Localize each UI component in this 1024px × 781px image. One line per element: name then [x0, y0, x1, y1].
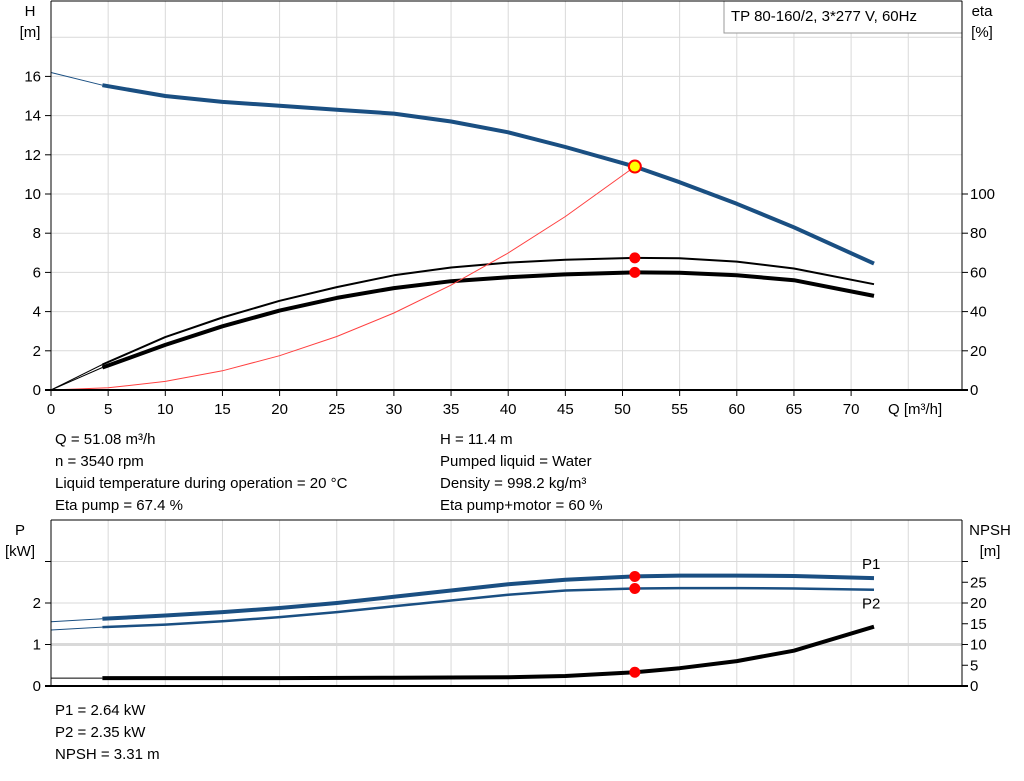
- y2-tick-label: 0: [970, 678, 978, 695]
- series-p2-extension: [50, 626, 103, 631]
- duty-point-eta-pump-motor: [629, 266, 641, 278]
- y-tick-label: 4: [33, 304, 41, 321]
- info-head: H = 11.4 m: [440, 431, 513, 448]
- x-tick-label: 15: [214, 401, 231, 418]
- x-tick-label: 30: [386, 401, 403, 418]
- x-tick-label: 25: [328, 401, 345, 418]
- x-tick-label: 10: [157, 401, 174, 418]
- series-p1-extension: [50, 618, 103, 623]
- x-tick-label: 65: [786, 401, 803, 418]
- info-p2: P2 = 2.35 kW: [55, 724, 146, 741]
- y-axis-unit: [kW]: [5, 543, 35, 560]
- info-p1: P1 = 2.64 kW: [55, 702, 146, 719]
- x-tick-label: 35: [443, 401, 460, 418]
- series-npsh: [102, 624, 875, 681]
- y2-tick-label: 5: [970, 657, 978, 674]
- y-axis-unit: [m]: [20, 24, 41, 41]
- series-p2: [102, 586, 875, 629]
- y2-axis-unit: [%]: [971, 24, 993, 41]
- y2-tick-label: 40: [970, 304, 987, 321]
- series-label-p2: P2: [862, 596, 880, 613]
- series-eta-pump-motor-extension: [50, 367, 103, 391]
- y-tick-label: 6: [33, 264, 41, 281]
- info-density: Density = 998.2 kg/m³: [440, 475, 587, 492]
- y2-tick-label: 10: [970, 637, 987, 654]
- y2-tick-label: 15: [970, 616, 987, 633]
- y2-tick-label: 60: [970, 264, 987, 281]
- y2-tick-label: 0: [970, 382, 978, 399]
- series-eta-pump: [102, 256, 875, 366]
- y-tick-label: 2: [33, 595, 41, 612]
- info-temperature: Liquid temperature during operation = 20…: [55, 475, 348, 492]
- info-eta-pump-motor: Eta pump+motor = 60 %: [440, 497, 603, 514]
- x-tick-label: 70: [843, 401, 860, 418]
- x-tick-label: 55: [671, 401, 688, 418]
- series-h-extension: [50, 72, 103, 86]
- y-axis-title: H: [25, 3, 36, 20]
- info-eta-pump: Eta pump = 67.4 %: [55, 497, 183, 514]
- x-tick-label: 60: [728, 401, 745, 418]
- y2-axis-title: NPSH: [969, 522, 1011, 539]
- info-speed: n = 3540 rpm: [55, 453, 144, 470]
- x-tick-label: 5: [104, 401, 112, 418]
- y2-tick-label: 100: [970, 186, 995, 203]
- duty-point-head: [627, 159, 642, 174]
- y-tick-label: 12: [24, 147, 41, 164]
- y-tick-label: 16: [24, 68, 41, 85]
- x-tick-label: 45: [557, 401, 574, 418]
- y2-axis-unit: [m]: [980, 543, 1001, 560]
- y2-tick-label: 80: [970, 225, 987, 242]
- duty-point-npsh: [629, 666, 641, 678]
- y-tick-label: 14: [24, 108, 41, 125]
- info-q: Q = 51.08 m³/h: [55, 431, 156, 448]
- duty-point-p1: [629, 570, 641, 582]
- duty-point-p2: [629, 582, 641, 594]
- x-tick-label: 20: [271, 401, 288, 418]
- x-tick-label: 0: [47, 401, 55, 418]
- y2-axis-title: eta: [972, 3, 994, 20]
- series-label-p1: P1: [862, 556, 880, 573]
- series-system-curve: [50, 166, 636, 391]
- y2-tick-label: 25: [970, 574, 987, 591]
- y-axis-title: P: [15, 522, 25, 539]
- y-tick-label: 2: [33, 343, 41, 360]
- series-h: [102, 83, 875, 266]
- y-tick-label: 10: [24, 186, 41, 203]
- x-tick-label: 40: [500, 401, 517, 418]
- y-tick-label: 8: [33, 225, 41, 242]
- y-tick-label: 0: [33, 678, 41, 695]
- legend-box-text: TP 80-160/2, 3*277 V, 60Hz: [731, 8, 917, 25]
- y2-tick-label: 20: [970, 595, 987, 612]
- series-eta-pump-motor: [101, 270, 875, 370]
- x-tick-label: 50: [614, 401, 631, 418]
- y-tick-label: 0: [33, 382, 41, 399]
- duty-point-eta-pump: [629, 252, 641, 264]
- y2-tick-label: 20: [970, 343, 987, 360]
- info-npsh: NPSH = 3.31 m: [55, 746, 160, 763]
- x-axis-title: Q [m³/h]: [888, 401, 942, 418]
- info-liquid: Pumped liquid = Water: [440, 453, 592, 470]
- series-p1: [102, 573, 875, 621]
- y-tick-label: 1: [33, 637, 41, 654]
